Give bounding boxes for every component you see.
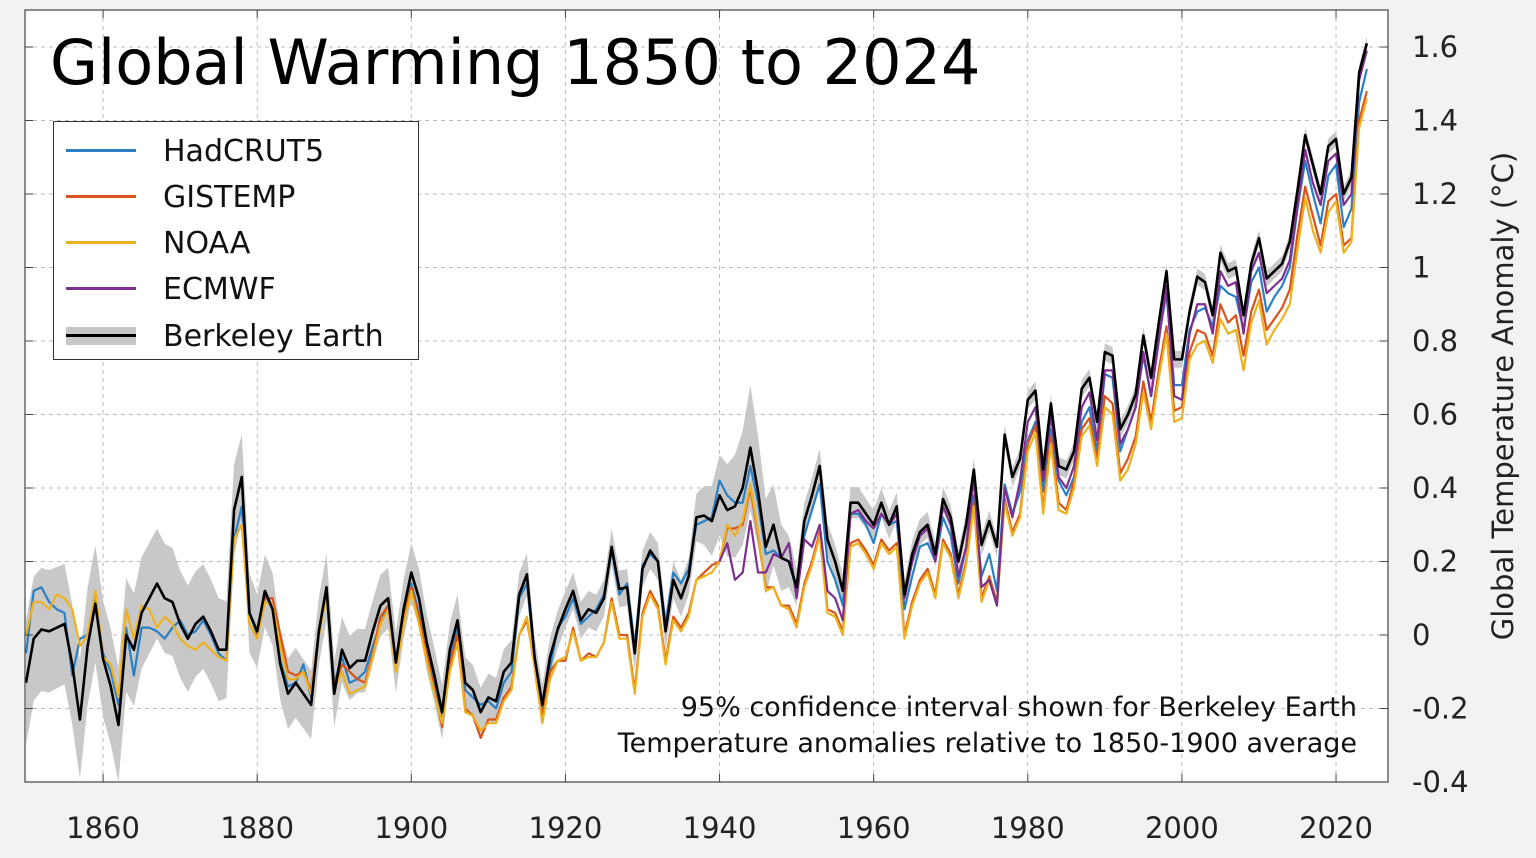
y-tick-label: 1.6 bbox=[1412, 30, 1458, 64]
y-tick-label: 0.2 bbox=[1412, 545, 1458, 579]
y-tick-label: -0.4 bbox=[1412, 765, 1469, 799]
y-tick-label: 1 bbox=[1412, 251, 1430, 285]
series-noaa bbox=[24, 98, 1368, 732]
x-tick-label: 1880 bbox=[220, 811, 294, 845]
x-tick-label: 2000 bbox=[1145, 811, 1219, 845]
legend-swatch-noaa bbox=[66, 234, 136, 252]
legend-item-berkeley-earth: Berkeley Earth bbox=[66, 315, 406, 355]
y-tick-label: 1.2 bbox=[1412, 177, 1458, 211]
x-tick-label: 1920 bbox=[529, 811, 603, 845]
legend-label: HadCRUT5 bbox=[163, 134, 325, 169]
y-tick-label: 0.4 bbox=[1412, 471, 1458, 505]
x-tick-label: 1900 bbox=[374, 811, 448, 845]
y-axis-label: Global Temperature Anomaly (°C) bbox=[1486, 151, 1520, 641]
legend-swatch-hadcrut5 bbox=[66, 142, 136, 160]
series-lines bbox=[24, 42, 1369, 740]
chart-title: Global Warming 1850 to 2024 bbox=[50, 26, 981, 99]
x-tick-label: 2020 bbox=[1299, 811, 1373, 845]
series-ecmwf bbox=[718, 50, 1368, 622]
legend-label: ECMWF bbox=[163, 272, 276, 307]
legend-item-gistemp: GISTEMP bbox=[66, 176, 406, 216]
y-tick-label: 0.8 bbox=[1412, 324, 1458, 358]
series-berkeley-earth bbox=[24, 42, 1369, 727]
y-tick-label: 1.4 bbox=[1412, 104, 1458, 138]
y-tick-label: 0 bbox=[1412, 618, 1430, 652]
legend-swatch-ecmwf bbox=[66, 280, 136, 298]
legend-swatch-gistemp bbox=[66, 188, 136, 206]
x-tick-label: 1940 bbox=[683, 811, 757, 845]
legend-label: Berkeley Earth bbox=[163, 319, 384, 354]
x-tick-label: 1860 bbox=[66, 811, 140, 845]
y-tick-label: -0.2 bbox=[1412, 692, 1469, 726]
annotation-confidence: 95% confidence interval shown for Berkel… bbox=[680, 692, 1357, 723]
legend-label: GISTEMP bbox=[163, 180, 296, 215]
axis-ticks: 1860 1880 1900 1920 1940 1960 1980 2000 2020 -0.4… bbox=[25, 10, 1469, 845]
legend: HadCRUT5 GISTEMP NOAA ECMWF Berkeley Ear… bbox=[53, 121, 419, 360]
x-tick-label: 1960 bbox=[837, 811, 911, 845]
legend-label: NOAA bbox=[163, 226, 251, 261]
y-tick-label: 0.6 bbox=[1412, 398, 1458, 432]
legend-item-noaa: NOAA bbox=[66, 222, 406, 262]
legend-swatch-berkeley-earth bbox=[66, 327, 136, 345]
legend-item-hadcrut5: HadCRUT5 bbox=[66, 130, 406, 170]
legend-item-ecmwf: ECMWF bbox=[66, 268, 406, 308]
x-tick-label: 1980 bbox=[991, 811, 1065, 845]
plot-frame bbox=[24, 9, 1389, 783]
annotation-baseline: Temperature anomalies relative to 1850-1… bbox=[617, 728, 1357, 759]
